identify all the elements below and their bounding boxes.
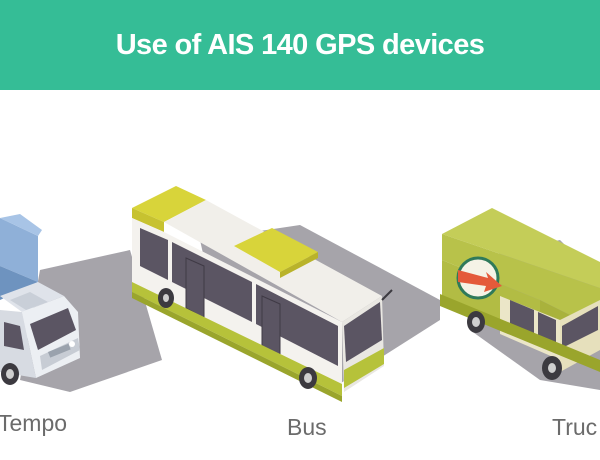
truck-icon <box>440 208 600 390</box>
vehicle-label-truck: Truc <box>552 414 598 440</box>
vehicle-illustration <box>0 186 600 402</box>
bus-icon <box>132 186 440 402</box>
vehicle-label-tempo: Tempo <box>0 410 68 436</box>
page-title: Use of AIS 140 GPS devices <box>115 28 485 61</box>
vehicle-label-bus: Bus <box>287 414 327 440</box>
tempo-icon <box>0 214 162 392</box>
header-banner: Use of AIS 140 GPS devices <box>0 0 600 90</box>
